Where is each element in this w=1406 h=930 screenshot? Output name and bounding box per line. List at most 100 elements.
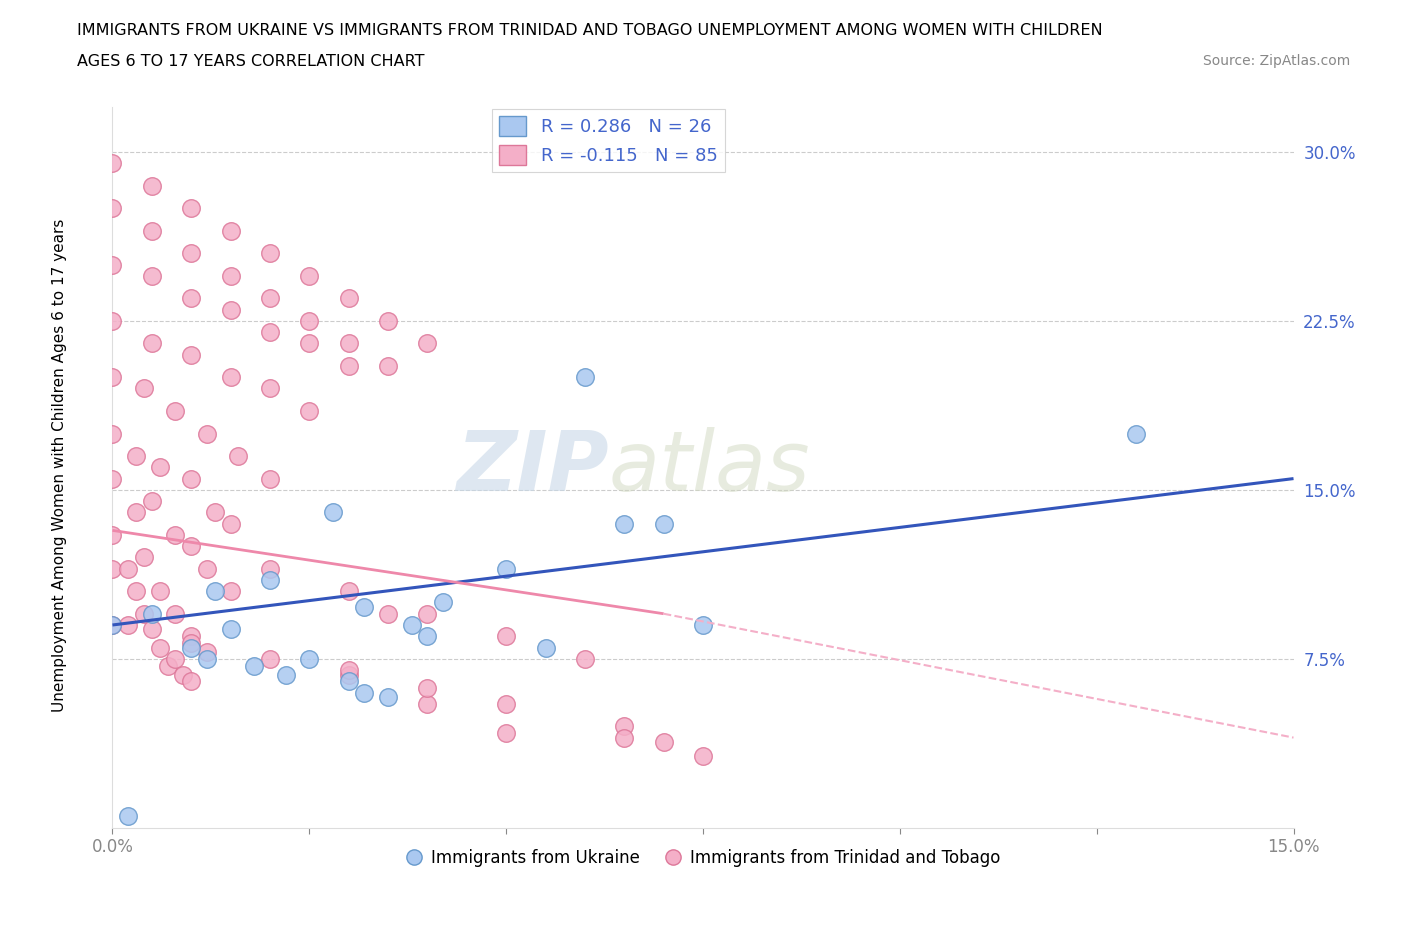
Point <box>692 618 714 632</box>
Point <box>195 426 218 441</box>
Point <box>337 584 360 599</box>
Point <box>274 667 297 682</box>
Point <box>165 606 187 621</box>
Point <box>219 302 242 317</box>
Point <box>101 618 124 632</box>
Point <box>416 681 439 696</box>
Point <box>117 809 139 824</box>
Point <box>259 472 281 486</box>
Point <box>259 381 281 396</box>
Point <box>353 600 375 615</box>
Point <box>101 258 124 272</box>
Point <box>165 651 187 666</box>
Point <box>180 291 202 306</box>
Point <box>416 606 439 621</box>
Point <box>117 618 139 632</box>
Point <box>219 516 242 531</box>
Point <box>416 629 439 644</box>
Point <box>219 370 242 385</box>
Point <box>259 246 281 260</box>
Point <box>416 336 439 351</box>
Text: Source: ZipAtlas.com: Source: ZipAtlas.com <box>1202 54 1350 68</box>
Point <box>132 606 155 621</box>
Point <box>101 426 124 441</box>
Point <box>180 635 202 650</box>
Point <box>149 640 172 655</box>
Point <box>165 527 187 542</box>
Point <box>377 313 399 328</box>
Point <box>337 667 360 682</box>
Point <box>141 223 163 238</box>
Point <box>652 735 675 750</box>
Point <box>195 644 218 659</box>
Point <box>141 622 163 637</box>
Text: Unemployment Among Women with Children Ages 6 to 17 years: Unemployment Among Women with Children A… <box>52 219 66 711</box>
Point <box>322 505 344 520</box>
Point <box>125 505 148 520</box>
Point <box>337 336 360 351</box>
Point <box>1125 426 1147 441</box>
Point <box>337 359 360 374</box>
Point <box>117 561 139 576</box>
Point <box>219 622 242 637</box>
Point <box>125 448 148 463</box>
Point <box>259 561 281 576</box>
Legend: Immigrants from Ukraine, Immigrants from Trinidad and Tobago: Immigrants from Ukraine, Immigrants from… <box>399 842 1007 873</box>
Point <box>101 527 124 542</box>
Point <box>534 640 557 655</box>
Point <box>219 223 242 238</box>
Point <box>180 201 202 216</box>
Point <box>180 347 202 362</box>
Point <box>149 460 172 474</box>
Point <box>298 404 321 418</box>
Point <box>125 584 148 599</box>
Point <box>613 516 636 531</box>
Point <box>149 584 172 599</box>
Point <box>298 651 321 666</box>
Point <box>172 667 194 682</box>
Point <box>574 370 596 385</box>
Point <box>132 381 155 396</box>
Point <box>219 584 242 599</box>
Point <box>574 651 596 666</box>
Text: ZIP: ZIP <box>456 427 609 508</box>
Point <box>195 651 218 666</box>
Point <box>141 179 163 193</box>
Point <box>101 618 124 632</box>
Point <box>101 561 124 576</box>
Point <box>259 573 281 588</box>
Text: AGES 6 TO 17 YEARS CORRELATION CHART: AGES 6 TO 17 YEARS CORRELATION CHART <box>77 54 425 69</box>
Point <box>141 336 163 351</box>
Point <box>353 685 375 700</box>
Point <box>165 404 187 418</box>
Point <box>101 472 124 486</box>
Point <box>259 325 281 339</box>
Point <box>652 516 675 531</box>
Point <box>337 291 360 306</box>
Point <box>156 658 179 673</box>
Point <box>692 748 714 763</box>
Point <box>495 725 517 740</box>
Point <box>337 662 360 677</box>
Point <box>495 561 517 576</box>
Point <box>613 719 636 734</box>
Point <box>228 448 250 463</box>
Point <box>101 156 124 171</box>
Point <box>377 690 399 705</box>
Point <box>613 730 636 745</box>
Point <box>432 595 454 610</box>
Point <box>259 651 281 666</box>
Point <box>141 494 163 509</box>
Point <box>101 313 124 328</box>
Point <box>132 550 155 565</box>
Point <box>219 269 242 284</box>
Point <box>180 538 202 553</box>
Point <box>141 269 163 284</box>
Point <box>243 658 266 673</box>
Point <box>401 618 423 632</box>
Point <box>180 674 202 689</box>
Point <box>204 584 226 599</box>
Point <box>377 359 399 374</box>
Point <box>180 629 202 644</box>
Point <box>298 336 321 351</box>
